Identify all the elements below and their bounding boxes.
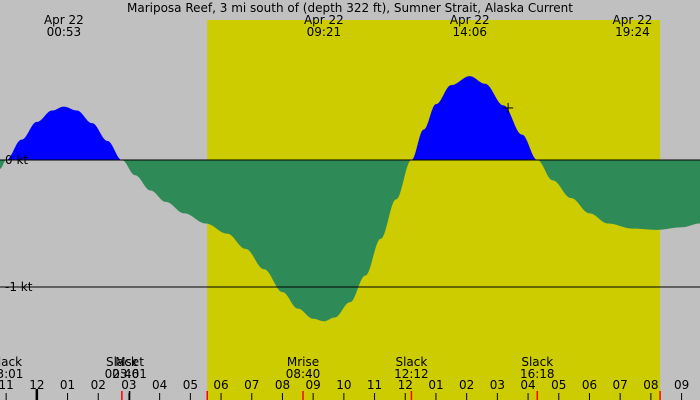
hour-label-17: 04 [520,378,535,392]
ebb-area-4 [537,160,700,230]
top-event-date-2: Apr 22 [450,13,490,27]
hour-label-16: 03 [490,378,505,392]
plus-marker [503,102,514,113]
y-axis-label-1: -1 kt [5,280,33,294]
flood-area-1 [6,106,123,160]
top-event-date-1: Apr 22 [304,13,344,27]
bottom-event-time-0: 23:01 [0,367,23,381]
top-event-date-0: Apr 22 [44,13,84,27]
bottom-event-time-5: 16:18 [520,367,555,381]
hour-label-22: 09 [674,378,689,392]
hour-label-20: 07 [613,378,628,392]
hour-label-3: 02 [91,378,106,392]
bottom-event-name-4: Slack [395,355,427,369]
hour-label-5: 04 [152,378,167,392]
ebb-area-0 [0,160,7,169]
hour-label-2: 01 [60,378,75,392]
bottom-event-name-2: Mset [115,355,144,369]
bottom-event-time-2: 03:01 [112,367,147,381]
hour-label-18: 05 [551,378,566,392]
ebb-area-2 [122,160,412,322]
bottom-event-time-1: 02:46 [105,367,140,381]
chart-title: Mariposa Reef, 3 mi south of (depth 322 … [127,1,573,15]
hour-label-12: 11 [367,378,382,392]
hour-label-13: 12 [398,378,413,392]
bottom-event-name-1: Slack [106,355,138,369]
top-event-time-3: 19:24 [615,25,650,39]
hour-label-21: 08 [643,378,658,392]
bottom-event-labels: Slack23:01Slack02:46Mset03:01Mrise08:40S… [0,355,555,381]
bottom-event-name-0: Slack [0,355,22,369]
hour-label-0: 11 [0,378,14,392]
flood-area-3 [411,76,538,160]
reference-lines: 0 kt -1 kt [0,153,700,294]
bottom-event-time-4: 12:12 [394,367,429,381]
bottom-event-time-3: 08:40 [286,367,321,381]
top-event-time-0: 00:53 [47,25,82,39]
hour-label-7: 06 [213,378,228,392]
top-event-time-1: 09:21 [307,25,342,39]
top-event-date-3: Apr 22 [613,13,653,27]
hour-label-11: 10 [336,378,351,392]
hour-label-1: 12 [29,378,44,392]
hour-label-10: 09 [306,378,321,392]
hour-label-9: 08 [275,378,290,392]
current-areas [0,76,700,322]
hour-label-8: 07 [244,378,259,392]
hour-label-19: 06 [582,378,597,392]
hour-label-15: 02 [459,378,474,392]
y-axis-label-0: 0 kt [5,153,28,167]
hour-label-4: 03 [121,378,136,392]
top-event-time-2: 14:06 [452,25,487,39]
bottom-event-name-5: Slack [521,355,553,369]
hour-label-6: 05 [183,378,198,392]
bottom-event-name-3: Mrise [287,355,319,369]
hour-label-14: 01 [428,378,443,392]
hour-ticks: 11 12 01 02 03 04 05 06 07 08 09 10 11 12 01 02 03 04 05 06… [0,378,689,400]
